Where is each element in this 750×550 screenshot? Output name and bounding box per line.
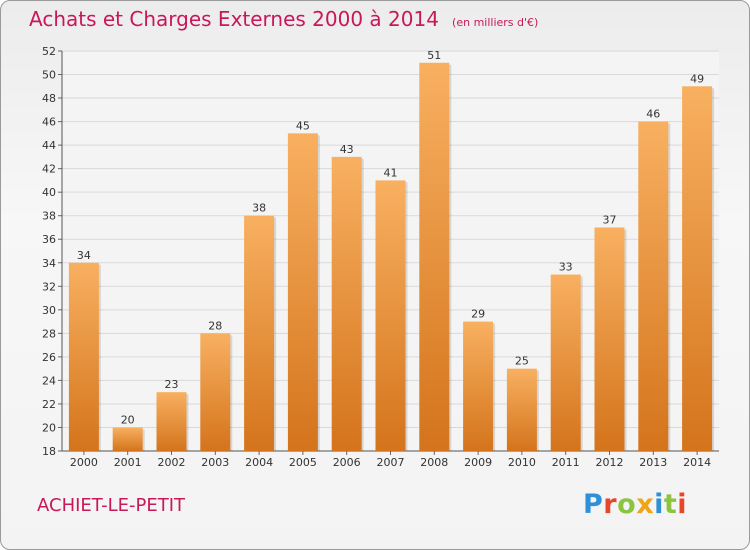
x-tick-label: 2003 — [201, 456, 229, 469]
logo-letter: x — [636, 489, 655, 520]
y-tick-label: 28 — [42, 327, 56, 340]
logo-letter: P — [583, 489, 604, 520]
data-label: 25 — [515, 355, 529, 368]
x-tick-label: 2013 — [639, 456, 667, 469]
x-tick-label: 2011 — [552, 456, 580, 469]
chart-unit: (en milliers d'€) — [452, 16, 539, 29]
x-tick-label: 2006 — [333, 456, 361, 469]
x-tick-label: 2014 — [683, 456, 711, 469]
y-tick-label: 52 — [42, 45, 56, 58]
data-label: 33 — [559, 261, 573, 274]
logo-letter: o — [617, 489, 637, 520]
y-tick-label: 18 — [42, 445, 56, 458]
bar — [550, 274, 581, 451]
logo-letter: i — [654, 489, 664, 520]
bar — [682, 86, 713, 451]
bar — [200, 333, 231, 451]
data-label: 34 — [77, 249, 91, 262]
x-tick-label: 2004 — [245, 456, 273, 469]
chart-title: Achats et Charges Externes 2000 à 2014 — [29, 7, 439, 31]
title-row: Achats et Charges Externes 2000 à 2014 (… — [29, 7, 538, 31]
x-tick-label: 2001 — [114, 456, 142, 469]
y-tick-label: 50 — [42, 69, 56, 82]
y-tick-label: 34 — [42, 257, 56, 270]
x-tick-label: 2007 — [377, 456, 405, 469]
bar — [112, 427, 143, 451]
bar — [287, 133, 318, 451]
data-label: 41 — [384, 166, 398, 179]
y-tick-label: 26 — [42, 351, 56, 364]
logo-letter: t — [663, 489, 678, 520]
bar — [331, 156, 362, 451]
data-label: 37 — [603, 213, 617, 226]
bar — [506, 368, 537, 451]
y-tick-label: 38 — [42, 210, 56, 223]
bar — [594, 227, 625, 451]
data-label: 29 — [471, 308, 485, 321]
y-tick-label: 44 — [42, 139, 56, 152]
data-label: 46 — [646, 108, 660, 121]
x-tick-label: 2008 — [420, 456, 448, 469]
y-tick-label: 48 — [42, 92, 56, 105]
y-tick-label: 32 — [42, 280, 56, 293]
x-tick-label: 2009 — [464, 456, 492, 469]
x-tick-label: 2005 — [289, 456, 317, 469]
y-tick-label: 22 — [42, 398, 56, 411]
data-label: 20 — [121, 413, 135, 426]
bar — [375, 180, 406, 452]
y-tick-label: 40 — [42, 186, 56, 199]
x-tick-label: 2010 — [508, 456, 536, 469]
logo-letter: i — [677, 489, 688, 520]
data-label: 23 — [165, 378, 179, 391]
y-tick-label: 20 — [42, 421, 56, 434]
bar — [156, 392, 187, 451]
y-tick-label: 42 — [42, 163, 56, 176]
y-tick-label: 36 — [42, 233, 56, 246]
proxiti-logo: Proxiti — [583, 489, 687, 520]
x-tick-label: 2002 — [158, 456, 186, 469]
bar — [68, 262, 99, 451]
data-label: 49 — [690, 72, 704, 85]
data-label: 45 — [296, 119, 310, 132]
data-label: 51 — [427, 49, 441, 62]
x-tick-label: 2000 — [70, 456, 98, 469]
bar — [463, 321, 494, 451]
bar — [419, 62, 450, 451]
bar — [244, 215, 275, 451]
data-label: 38 — [252, 202, 266, 215]
x-tick-label: 2012 — [596, 456, 624, 469]
logo-letter: r — [603, 489, 618, 520]
data-label: 43 — [340, 143, 354, 156]
data-label: 28 — [208, 319, 222, 332]
y-tick-label: 24 — [42, 374, 56, 387]
commune-name: ACHIET-LE-PETIT — [37, 495, 186, 516]
bar — [638, 121, 669, 452]
y-tick-label: 46 — [42, 116, 56, 129]
y-tick-label: 30 — [42, 304, 56, 317]
